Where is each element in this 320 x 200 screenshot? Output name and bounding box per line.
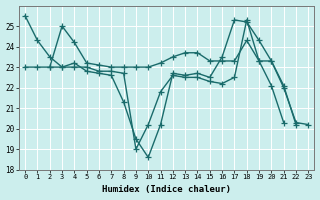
- X-axis label: Humidex (Indice chaleur): Humidex (Indice chaleur): [102, 185, 231, 194]
